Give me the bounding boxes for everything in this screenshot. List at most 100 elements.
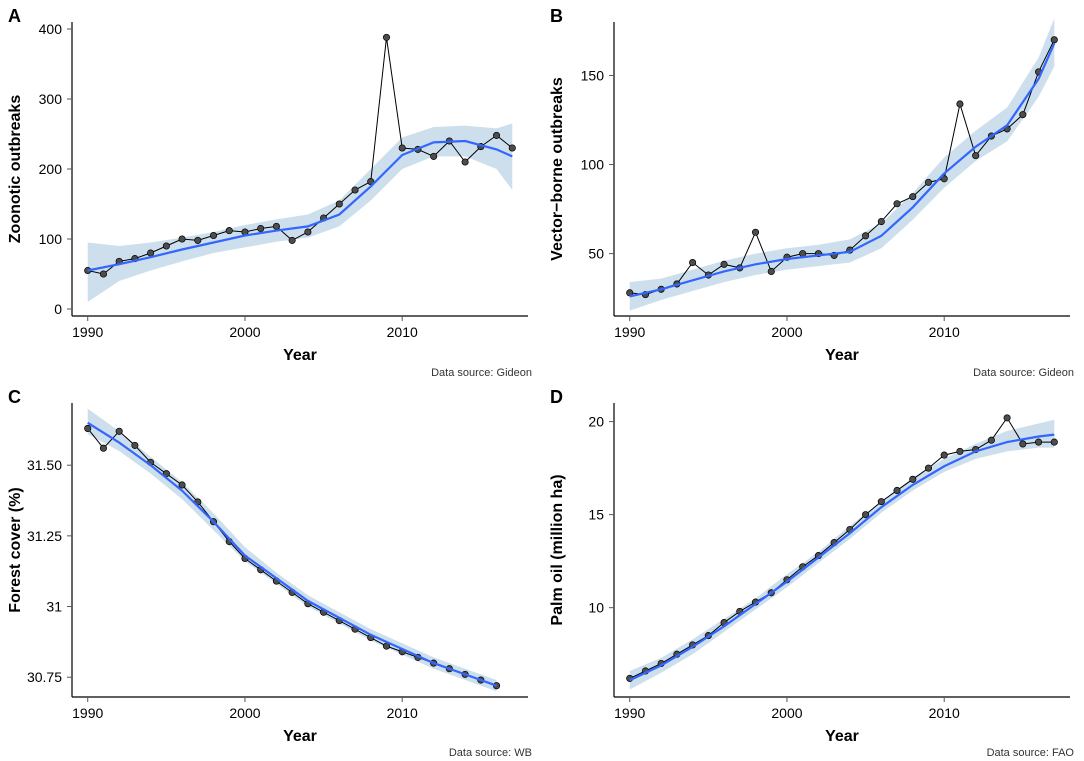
x-tick-label: 1990 [614,705,645,721]
y-tick-label: 20 [588,413,604,429]
data-point [1004,414,1010,420]
x-tick-label: 2000 [771,705,802,721]
data-point [862,511,868,517]
y-axis-title: Palm oil (million ha) [549,474,566,625]
data-point [147,250,153,256]
x-tick-label: 2000 [229,324,260,340]
chart-grid: A 1990200020100100200300400YearZoonotic … [0,0,1084,761]
y-axis-title: Zoonotic outbreaks [7,95,24,244]
data-point [1035,438,1041,444]
data-point [1020,440,1026,446]
x-axis-title: Year [283,347,317,364]
data-point [132,442,138,448]
y-tick-label: 31.25 [27,527,62,543]
y-tick-label: 100 [581,157,605,173]
panel-b-svg: 19902000201050100150YearVector−borne out… [542,0,1084,380]
data-point [399,145,405,151]
data-point [509,145,515,151]
panel-b: B 19902000201050100150YearVector−borne o… [542,0,1084,381]
data-point [226,227,232,233]
data-point [462,159,468,165]
panel-d-caption: Data source: FAO [987,747,1074,759]
data-point [1020,111,1026,117]
data-point [383,34,389,40]
panel-label-b: B [550,6,563,27]
y-tick-label: 300 [39,91,63,107]
y-tick-label: 400 [39,21,63,37]
panel-label-c: C [8,387,21,408]
panel-label-a: A [8,6,21,27]
confidence-ribbon [630,419,1055,689]
data-point [257,225,263,231]
data-point [957,448,963,454]
data-point [910,193,916,199]
y-tick-label: 31.50 [27,457,62,473]
x-tick-label: 1990 [72,324,103,340]
x-tick-label: 2000 [229,705,260,721]
panel-c-caption: Data source: WB [449,747,532,759]
x-tick-label: 2010 [387,705,418,721]
y-tick-label: 15 [588,506,604,522]
data-point [100,445,106,451]
data-point [493,132,499,138]
data-point [941,451,947,457]
data-point [925,464,931,470]
confidence-ribbon [88,124,513,303]
panel-c-svg: 1990 2000 2010 30.75 31 31.25 31.50 Year Forest … [0,381,542,761]
panel-c: C 1990 2000 2010 30.75 31 31.25 31.50 Year Fores… [0,381,542,761]
panel-d-svg: 199020002010101520YearPalm oil (million … [542,381,1084,761]
data-point [894,201,900,207]
panel-a-svg: 1990 2000 2010 0 100 200 300 400 Year Zoonotic ou… [0,0,542,380]
data-point [179,236,185,242]
data-point [305,229,311,235]
panel-d: D 199020002010101520YearPalm oil (millio… [542,381,1084,761]
data-point [163,243,169,249]
data-point [100,271,106,277]
data-point [352,187,358,193]
data-point [988,437,994,443]
data-point [273,223,279,229]
data-point [878,218,884,224]
y-tick-label: 30.75 [27,669,62,685]
y-tick-label: 10 [588,599,604,615]
data-point [878,498,884,504]
data-point [210,232,216,238]
data-point [689,259,695,265]
data-point [752,229,758,235]
y-tick-label: 31 [46,598,62,614]
panel-b-caption: Data source: Gideon [973,367,1074,379]
data-point [179,481,185,487]
data-point [1051,37,1057,43]
data-point [289,237,295,243]
panel-label-d: D [550,387,563,408]
y-axis-title: Forest cover (%) [7,487,24,612]
y-tick-label: 0 [54,301,62,317]
data-point [894,487,900,493]
y-tick-label: 50 [588,246,604,262]
data-point [957,101,963,107]
data-point [768,268,774,274]
x-tick-label: 1990 [72,705,103,721]
data-point [972,152,978,158]
data-point [862,233,868,239]
data-point [430,153,436,159]
x-tick-label: 2010 [929,705,960,721]
x-axis-title: Year [283,728,317,745]
confidence-ribbon [630,18,1055,310]
y-tick-label: 150 [581,67,605,83]
x-axis-title: Year [825,728,859,745]
data-point [925,179,931,185]
panel-a: A 1990 2000 2010 0 100 200 300 400 Year Zoonotic … [0,0,542,381]
y-tick-label: 200 [39,161,63,177]
confidence-ribbon [88,408,497,691]
data-point [195,237,201,243]
y-tick-label: 100 [39,231,63,247]
x-tick-label: 2010 [387,324,418,340]
data-point [1051,438,1057,444]
x-axis-title: Year [825,347,859,364]
panel-a-caption: Data source: Gideon [431,367,532,379]
data-point [721,261,727,267]
data-point [85,425,91,431]
data-point [116,428,122,434]
x-tick-label: 1990 [614,324,645,340]
